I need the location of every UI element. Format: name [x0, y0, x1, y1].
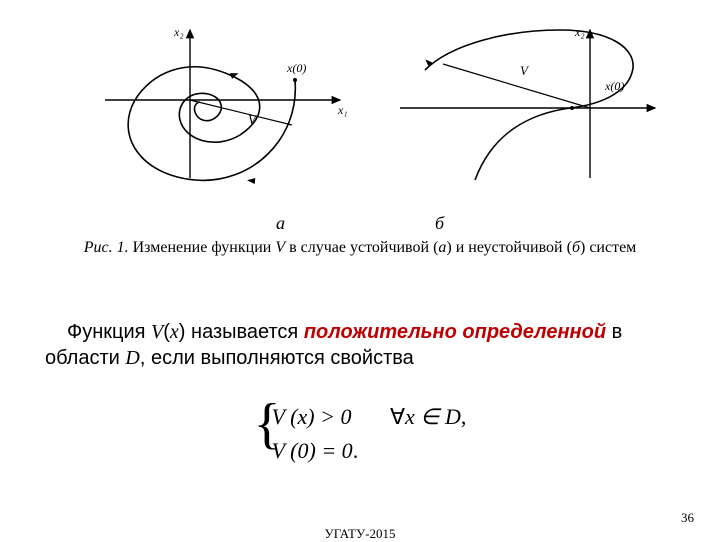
caption-b: б	[572, 239, 580, 256]
caption-t2: в случае устойчивой (	[285, 239, 438, 256]
formula: { V (x) > 0 ∀x ∈ D, V (0) = 0.	[0, 400, 720, 468]
svg-text:x(0): x(0)	[604, 79, 624, 93]
formula-l2-dot: .	[353, 438, 359, 463]
figure-stable-svg: x₁ x₂ x(0) V	[100, 20, 360, 190]
body-V: V	[151, 321, 163, 343]
body-text: Функция V(x) называется положительно опр…	[45, 320, 685, 371]
figure-unstable-svg: x₂ x(0) V	[395, 20, 665, 190]
svg-text:V: V	[520, 63, 530, 78]
formula-l2: V (0) = 0	[272, 438, 353, 463]
body-po: (	[163, 321, 170, 343]
formula-l1-lhs: V (x) > 0	[272, 404, 352, 429]
figure-unstable: x₂ x(0) V	[395, 20, 665, 190]
label-b: б	[435, 213, 444, 233]
caption-t1: Изменение функции	[129, 239, 276, 256]
body-t1: Функция	[67, 321, 151, 343]
body-emph: положительно определенной	[304, 321, 606, 343]
caption-prefix: Рис. 1.	[84, 239, 129, 256]
body-D: D	[125, 347, 139, 369]
subfigure-labels: аб	[0, 213, 720, 234]
body-t4: , если выполняются свойства	[140, 347, 414, 369]
brace-icon: {	[254, 396, 281, 452]
label-a: а	[276, 213, 285, 233]
svg-text:x(0): x(0)	[286, 61, 306, 75]
figure-caption: Рис. 1. Изменение функции V в случае уст…	[70, 238, 650, 258]
page-number: 36	[681, 510, 694, 526]
svg-text:x₂: x₂	[173, 25, 184, 39]
caption-V: V	[275, 239, 285, 256]
body-x: x	[170, 321, 179, 343]
formula-l1-comma: ,	[461, 404, 467, 429]
caption-t4: ) систем	[580, 239, 636, 256]
figure-stable: x₁ x₂ x(0) V	[100, 20, 360, 190]
figure-row: x₁ x₂ x(0) V x₂ x(0)	[0, 20, 720, 195]
body-t2: называется	[185, 321, 303, 343]
formula-forall: ∀	[390, 404, 405, 429]
svg-text:x₂: x₂	[574, 25, 585, 39]
caption-t3: ) и неустойчивой (	[446, 239, 572, 256]
svg-text:x₁: x₁	[337, 103, 348, 117]
slide: x₁ x₂ x(0) V x₂ x(0)	[0, 0, 720, 540]
formula-l1-rhs: x ∈ D	[405, 404, 461, 429]
